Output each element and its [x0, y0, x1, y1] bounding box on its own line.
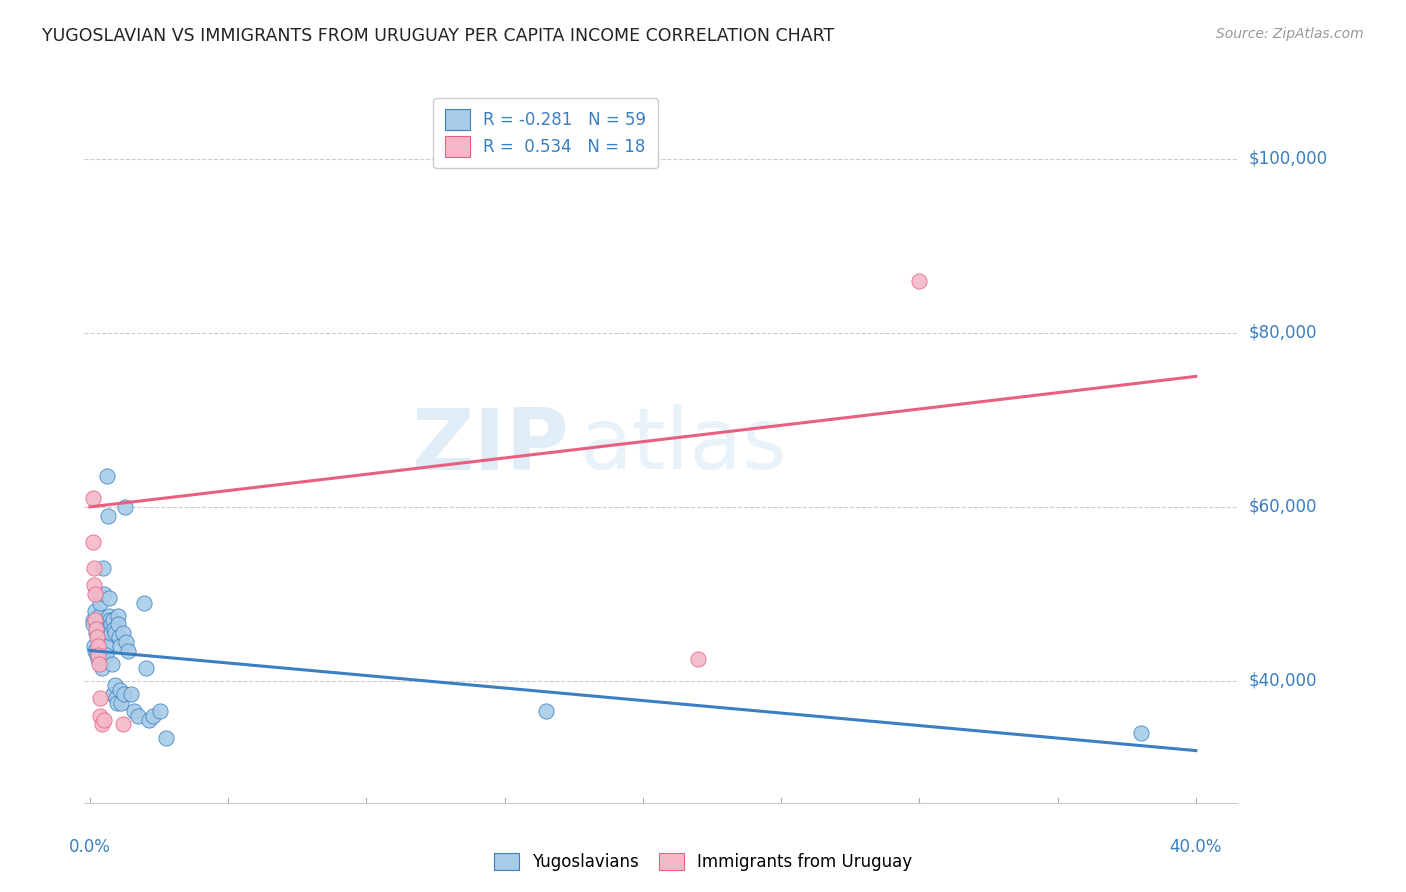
Point [111, 626, 134, 640]
Point [101, 687, 124, 701]
Point [107, 617, 129, 632]
Point [97, 591, 120, 606]
Point [114, 500, 136, 514]
Point [94, 626, 117, 640]
Point [112, 717, 135, 731]
Point [84, 604, 107, 618]
Point [83, 639, 105, 653]
Text: $40,000: $40,000 [1249, 672, 1317, 690]
Point [86, 652, 108, 666]
Point [82, 617, 104, 632]
Point [112, 687, 135, 701]
Point [91, 661, 114, 675]
Point [96, 648, 118, 662]
Text: Source: ZipAtlas.com: Source: ZipAtlas.com [1216, 27, 1364, 41]
Point [82, 613, 104, 627]
Point [86, 648, 108, 662]
Point [89, 631, 111, 645]
Point [107, 608, 129, 623]
Point [108, 682, 131, 697]
Point [908, 274, 931, 288]
Point [138, 713, 160, 727]
Legend: Yugoslavians, Immigrants from Uruguay: Yugoslavians, Immigrants from Uruguay [485, 845, 921, 880]
Point [155, 731, 177, 745]
Text: $80,000: $80,000 [1249, 324, 1317, 342]
Point [86, 639, 108, 653]
Point [94, 639, 117, 653]
Point [110, 639, 132, 653]
Point [93, 622, 115, 636]
Point [101, 657, 124, 671]
Point [103, 613, 125, 627]
Point [142, 708, 165, 723]
Point [89, 708, 111, 723]
Point [84, 613, 107, 627]
Legend: R = -0.281   N = 59, R =  0.534   N = 18: R = -0.281 N = 59, R = 0.534 N = 18 [433, 97, 658, 169]
Point [100, 626, 122, 640]
Point [87, 657, 110, 671]
Point [84, 626, 107, 640]
Point [87, 587, 110, 601]
Point [82, 534, 104, 549]
Point [97, 508, 120, 523]
Point [91, 561, 114, 575]
Text: atlas: atlas [581, 404, 789, 488]
Point [117, 643, 139, 657]
Point [90, 639, 112, 653]
Point [87, 648, 110, 662]
Point [89, 596, 111, 610]
Point [90, 648, 112, 662]
Point [100, 617, 122, 632]
Point [84, 622, 107, 636]
Point [122, 705, 145, 719]
Point [82, 491, 104, 506]
Point [120, 687, 142, 701]
Point [83, 643, 105, 657]
Point [115, 635, 138, 649]
Point [89, 691, 111, 706]
Point [96, 469, 118, 483]
Text: YUGOSLAVIAN VS IMMIGRANTS FROM URUGUAY PER CAPITA INCOME CORRELATION CHART: YUGOSLAVIAN VS IMMIGRANTS FROM URUGUAY P… [42, 27, 834, 45]
Point [86, 631, 108, 645]
Point [135, 661, 157, 675]
Text: $100,000: $100,000 [1249, 150, 1327, 168]
Text: 40.0%: 40.0% [1170, 838, 1222, 855]
Point [87, 608, 110, 623]
Point [83, 587, 105, 601]
Point [108, 631, 131, 645]
Point [127, 708, 149, 723]
Point [149, 705, 172, 719]
Point [98, 608, 121, 623]
Text: $60,000: $60,000 [1249, 498, 1317, 516]
Point [104, 626, 127, 640]
Point [103, 622, 125, 636]
Point [90, 652, 112, 666]
Point [110, 696, 132, 710]
Point [93, 713, 115, 727]
Point [93, 587, 115, 601]
Point [83, 561, 105, 575]
Point [83, 578, 105, 592]
Text: ZIP: ZIP [411, 404, 568, 488]
Point [534, 705, 557, 719]
Point [132, 596, 155, 610]
Point [104, 678, 127, 692]
Point [688, 652, 710, 666]
Text: 0.0%: 0.0% [69, 838, 111, 855]
Point [98, 613, 121, 627]
Point [1129, 726, 1152, 740]
Point [105, 696, 128, 710]
Point [105, 691, 128, 706]
Point [90, 717, 112, 731]
